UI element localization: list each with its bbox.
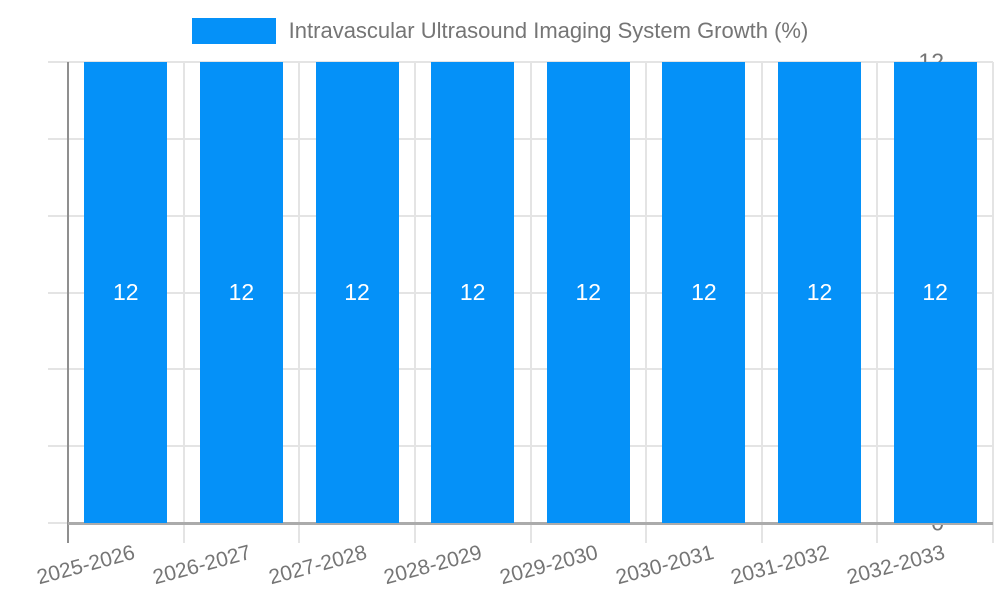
bar[interactable]: 12 (546, 62, 630, 523)
x-axis-tick-label: 2025-2026 (34, 541, 138, 590)
x-gridline (529, 62, 532, 543)
x-gridline (413, 62, 416, 543)
x-gridline (645, 62, 648, 543)
legend-label: Intravascular Ultrasound Imaging System … (288, 18, 809, 43)
x-axis-tick-label: 2030-2031 (612, 541, 716, 590)
y-gridline (48, 61, 993, 63)
bar[interactable]: 12 (662, 62, 746, 523)
x-axis-tick-label: 2032-2033 (844, 541, 948, 590)
x-axis-baseline (68, 522, 993, 525)
bar-value-label: 12 (691, 279, 717, 305)
x-gridline (760, 62, 763, 543)
y-axis-line (67, 62, 69, 543)
bar[interactable]: 12 (431, 62, 515, 523)
bar[interactable]: 12 (199, 62, 283, 523)
bar-value-label: 12 (459, 279, 486, 305)
chart-legend[interactable]: Intravascular Ultrasound Imaging System … (0, 18, 1000, 44)
x-axis-tick-label: 2029-2030 (497, 541, 601, 590)
y-gridline (48, 368, 993, 371)
bar[interactable]: 12 (315, 62, 399, 523)
x-axis-tick-label: 2026-2027 (150, 541, 254, 590)
bar[interactable]: 12 (84, 62, 168, 523)
y-gridline (48, 445, 993, 448)
y-gridline (48, 291, 993, 294)
bar-value-label: 12 (806, 279, 833, 305)
bar-value-label: 12 (228, 279, 255, 305)
bar[interactable]: 12 (778, 62, 862, 523)
bar[interactable]: 12 (893, 62, 977, 523)
bar-value-label: 12 (344, 279, 370, 305)
x-axis-tick-label: 2031-2032 (728, 541, 832, 590)
y-gridline (48, 137, 993, 140)
x-axis-tick-label: 2028-2029 (381, 541, 485, 590)
x-axis-tick-label: 2027-2028 (266, 541, 370, 590)
x-gridline (992, 62, 994, 543)
x-gridline (182, 62, 185, 543)
bar-value-label: 12 (922, 279, 948, 305)
bar-value-label: 12 (575, 279, 602, 305)
y-gridline (48, 214, 993, 217)
x-gridline (876, 62, 879, 543)
legend-color-swatch (191, 18, 276, 44)
x-gridline (298, 62, 301, 543)
bar-value-label: 12 (113, 279, 139, 305)
